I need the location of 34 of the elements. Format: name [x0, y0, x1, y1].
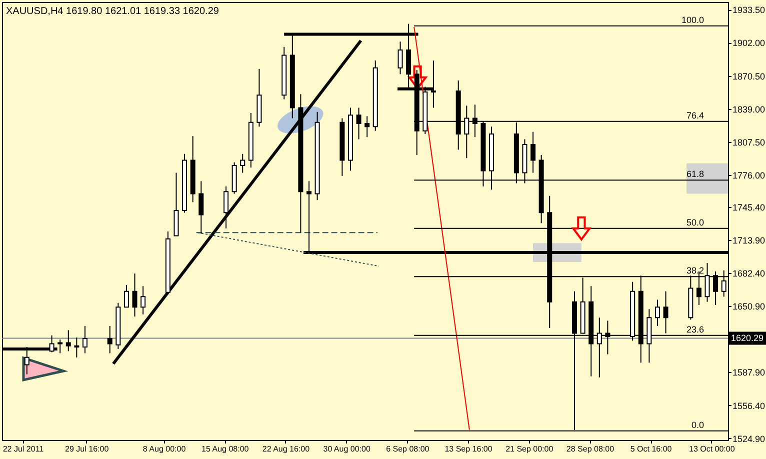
- series-label: 0.0: [691, 420, 704, 430]
- x-tick-label: 5 Oct 16:00: [630, 444, 672, 454]
- y-tick-label: 1556.40: [732, 400, 766, 411]
- x-tick-label: 21 Sep 00:00: [506, 444, 554, 454]
- series-label: 38.2: [686, 266, 704, 276]
- y-tick-label: 1807.50: [732, 137, 766, 148]
- series-label: 23.6: [686, 324, 704, 334]
- y-tick-label: 1587.90: [732, 368, 766, 378]
- x-tick-label: 30 Aug 00:00: [323, 444, 371, 454]
- y-tick-label: 1776.00: [732, 170, 766, 180]
- series-label: 76.4: [686, 110, 704, 120]
- y-tick-label: 1682.40: [732, 268, 766, 279]
- y-tick-label: 1870.50: [732, 71, 766, 82]
- y-tick-label: 1524.90: [732, 434, 766, 444]
- x-tick-label: 13 Oct 00:00: [689, 444, 736, 454]
- series-label: 50.0: [686, 217, 704, 228]
- series-label: 61.8: [686, 169, 704, 180]
- y-tick-label: 1933.50: [732, 5, 766, 16]
- chart-title: XAUUSD,H4 1619.80 1621.01 1619.33 1620.29: [6, 6, 220, 17]
- y-tick-label: 1650.90: [732, 302, 766, 312]
- x-tick-label: 22 Jul 2011: [2, 444, 44, 454]
- series-label: 100.0: [681, 14, 704, 25]
- y-tick-label: 1839.00: [732, 104, 766, 114]
- x-tick-label: 6 Sep 08:00: [386, 444, 430, 454]
- x-tick-label: 22 Aug 16:00: [262, 444, 310, 454]
- y-tick-label: 1745.40: [732, 202, 766, 212]
- y-tick-label: 1902.00: [732, 38, 766, 48]
- x-tick-label: 13 Sep 16:00: [444, 444, 493, 454]
- x-tick-label: 28 Sep 08:00: [566, 444, 615, 454]
- x-tick-label: 15 Aug 08:00: [202, 444, 250, 454]
- ref-line-label: 1620.29: [731, 333, 764, 344]
- x-tick-label: 8 Aug 00:00: [142, 444, 186, 454]
- y-tick-label: 1713.90: [732, 236, 766, 246]
- x-tick-label: 29 Jul 16:00: [65, 444, 110, 454]
